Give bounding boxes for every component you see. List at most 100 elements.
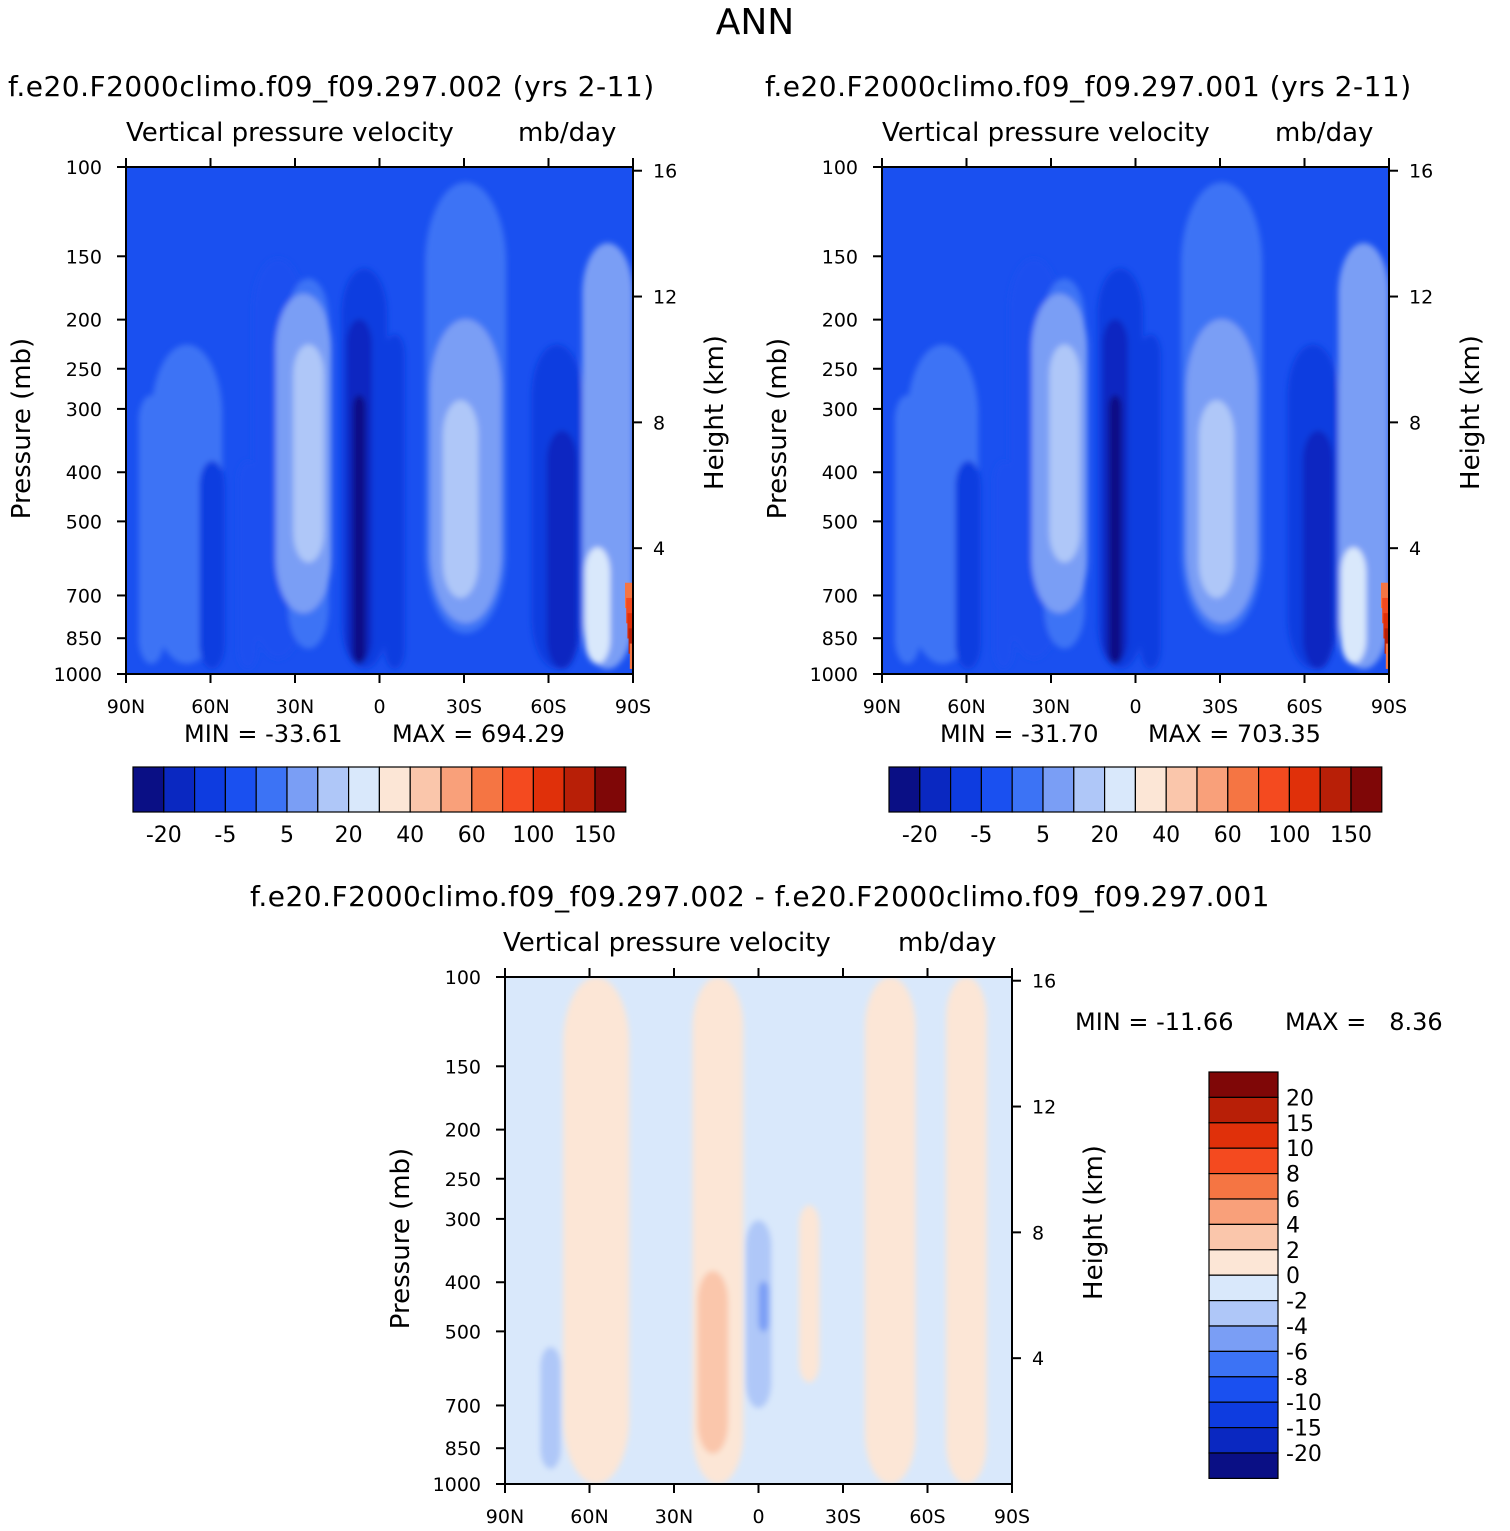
control-colorbar-label-4: 40 xyxy=(1152,823,1180,848)
diff-xtick-label-5: 60S xyxy=(909,1506,945,1528)
control-xtick-label-1: 60N xyxy=(947,696,985,718)
control-contour-8 xyxy=(1140,334,1161,669)
diff-ytick-label-9: 1000 xyxy=(433,1474,481,1496)
diff-contour-2 xyxy=(864,977,916,1484)
diff-colorbar-box-10 xyxy=(1208,1325,1279,1352)
diff-ytick-label-0: 100 xyxy=(445,967,481,989)
control-xtick-label-4: 30S xyxy=(1202,696,1238,718)
control-colorbar-box-8 xyxy=(1134,766,1167,813)
diff-units: mb/day xyxy=(898,928,997,958)
control-colorbar-box-14 xyxy=(1319,766,1352,813)
diff-y2tick-label-3: 4 xyxy=(1032,1348,1044,1370)
test-xtick-label-6: 90S xyxy=(615,696,651,718)
control-colorbar-label-6: 100 xyxy=(1268,823,1310,848)
test-min-label: MIN = -33.61 xyxy=(184,720,343,748)
test-ytick-label-4: 300 xyxy=(66,399,102,421)
test-colorbar-label-0: -20 xyxy=(146,823,182,848)
diff-contour-3 xyxy=(946,977,987,1484)
control-colorbar-box-12 xyxy=(1257,766,1290,813)
control-xtick-label-0: 90N xyxy=(863,696,901,718)
test-polar-extreme-3 xyxy=(628,628,633,654)
control-var-title: Vertical pressure velocity xyxy=(882,118,1210,148)
test-contour-11 xyxy=(442,400,479,598)
test-contour-7 xyxy=(352,395,366,664)
diff-colorbar-box-5 xyxy=(1208,1198,1279,1225)
diff-xtick-label-6: 90S xyxy=(994,1506,1030,1528)
diff-var-title: Vertical pressure velocity xyxy=(503,928,831,958)
diff-max-label: MAX = 8.36 xyxy=(1285,1008,1443,1036)
page-title: ANN xyxy=(715,2,795,43)
test-xtick-label-2: 30N xyxy=(276,696,314,718)
test-contour-18 xyxy=(584,547,611,664)
test-polar-extreme-4 xyxy=(629,643,633,669)
diff-colorbar-box-4 xyxy=(1208,1172,1279,1200)
diff-colorbar-box-13 xyxy=(1208,1401,1279,1429)
control-ytick-label-5: 400 xyxy=(822,462,858,484)
test-ytick-label-5: 400 xyxy=(66,462,102,484)
diff-colorbar-label-13: -15 xyxy=(1286,1417,1322,1442)
diff-colorbar-box-9 xyxy=(1208,1299,1279,1327)
test-colorbar-box-2 xyxy=(194,766,227,813)
test-colorbar-box-1 xyxy=(163,766,196,813)
control-polar-extreme-3 xyxy=(1384,628,1389,654)
control-colorbar-box-6 xyxy=(1073,766,1106,813)
test-ytick-label-9: 1000 xyxy=(54,664,102,686)
test-colorbar-label-4: 40 xyxy=(396,823,424,848)
diff-colorbar-label-5: 4 xyxy=(1286,1213,1300,1238)
control-polar-extreme-4 xyxy=(1385,643,1389,669)
diff-colorbar-box-2 xyxy=(1208,1122,1279,1149)
test-field-contours xyxy=(138,182,633,669)
test-colorbar-box-15 xyxy=(594,766,627,813)
control-xtick-label-5: 60S xyxy=(1286,696,1322,718)
diff-xtick-label-1: 60N xyxy=(570,1506,608,1528)
test-y2tick-label-1: 12 xyxy=(653,287,677,309)
test-ylabel: Pressure (mb) xyxy=(7,338,37,519)
test-contour-15 xyxy=(199,461,225,669)
control-colorbar-box-2 xyxy=(949,766,982,813)
control-colorbar-box-5 xyxy=(1042,766,1075,813)
control-y2tick-label-3: 4 xyxy=(1409,538,1421,560)
test-colorbar-label-3: 20 xyxy=(335,823,363,848)
diff-colorbar-label-10: -6 xyxy=(1286,1340,1308,1365)
control-ytick-label-8: 850 xyxy=(822,628,858,650)
test-colorbar-box-13 xyxy=(532,766,565,813)
control-colorbar-label-0: -20 xyxy=(902,823,938,848)
test-polar-extreme-0 xyxy=(625,582,633,609)
diff-colorbar-label-11: -8 xyxy=(1286,1366,1308,1391)
control-colorbar-box-15 xyxy=(1350,766,1383,813)
test-xtick-label-5: 60S xyxy=(530,696,566,718)
control-ytick-label-1: 150 xyxy=(822,246,858,268)
control-ylabel: Pressure (mb) xyxy=(763,338,793,519)
diff-contour-0 xyxy=(563,977,630,1484)
control-colorbar-label-3: 20 xyxy=(1091,823,1119,848)
control-contour-16 xyxy=(894,395,921,664)
diff-ytick-label-5: 400 xyxy=(445,1272,481,1294)
diff-y2tick-label-0: 16 xyxy=(1032,971,1056,993)
diff-ytick-label-4: 300 xyxy=(445,1209,481,1231)
diff-colorbar-box-11 xyxy=(1208,1350,1279,1378)
test-ytick-label-7: 700 xyxy=(66,585,102,607)
control-ytick-label-9: 1000 xyxy=(810,664,858,686)
test-colorbar-box-7 xyxy=(348,766,381,813)
diff-contour-6 xyxy=(758,1281,769,1332)
test-y2tick-label-2: 8 xyxy=(653,412,665,434)
control-colorbar-box-10 xyxy=(1196,766,1229,813)
test-contour-17 xyxy=(237,461,258,669)
diff-y2label: Height (km) xyxy=(1079,1145,1109,1300)
test-ytick-label-2: 200 xyxy=(66,310,102,332)
test-ytick-label-6: 500 xyxy=(66,511,102,533)
test-colorbar-box-8 xyxy=(378,766,411,813)
control-ytick-label-6: 500 xyxy=(822,511,858,533)
control-contour-4 xyxy=(1049,344,1080,563)
test-case-title: f.e20.F2000climo.f09_f09.297.002 (yrs 2-… xyxy=(8,70,655,103)
control-contour-18 xyxy=(1340,547,1367,664)
diff-colorbar-label-7: 0 xyxy=(1286,1264,1300,1289)
control-case-title: f.e20.F2000climo.f09_f09.297.001 (yrs 2-… xyxy=(765,70,1412,103)
diff-colorbar-box-8 xyxy=(1208,1274,1279,1302)
test-ytick-label-1: 150 xyxy=(66,246,102,268)
diff-case-title: f.e20.F2000climo.f09_f09.297.002 - f.e20… xyxy=(250,880,1270,913)
test-var-title: Vertical pressure velocity xyxy=(126,118,454,148)
control-colorbar-box-1 xyxy=(919,766,952,813)
control-units: mb/day xyxy=(1275,118,1374,148)
